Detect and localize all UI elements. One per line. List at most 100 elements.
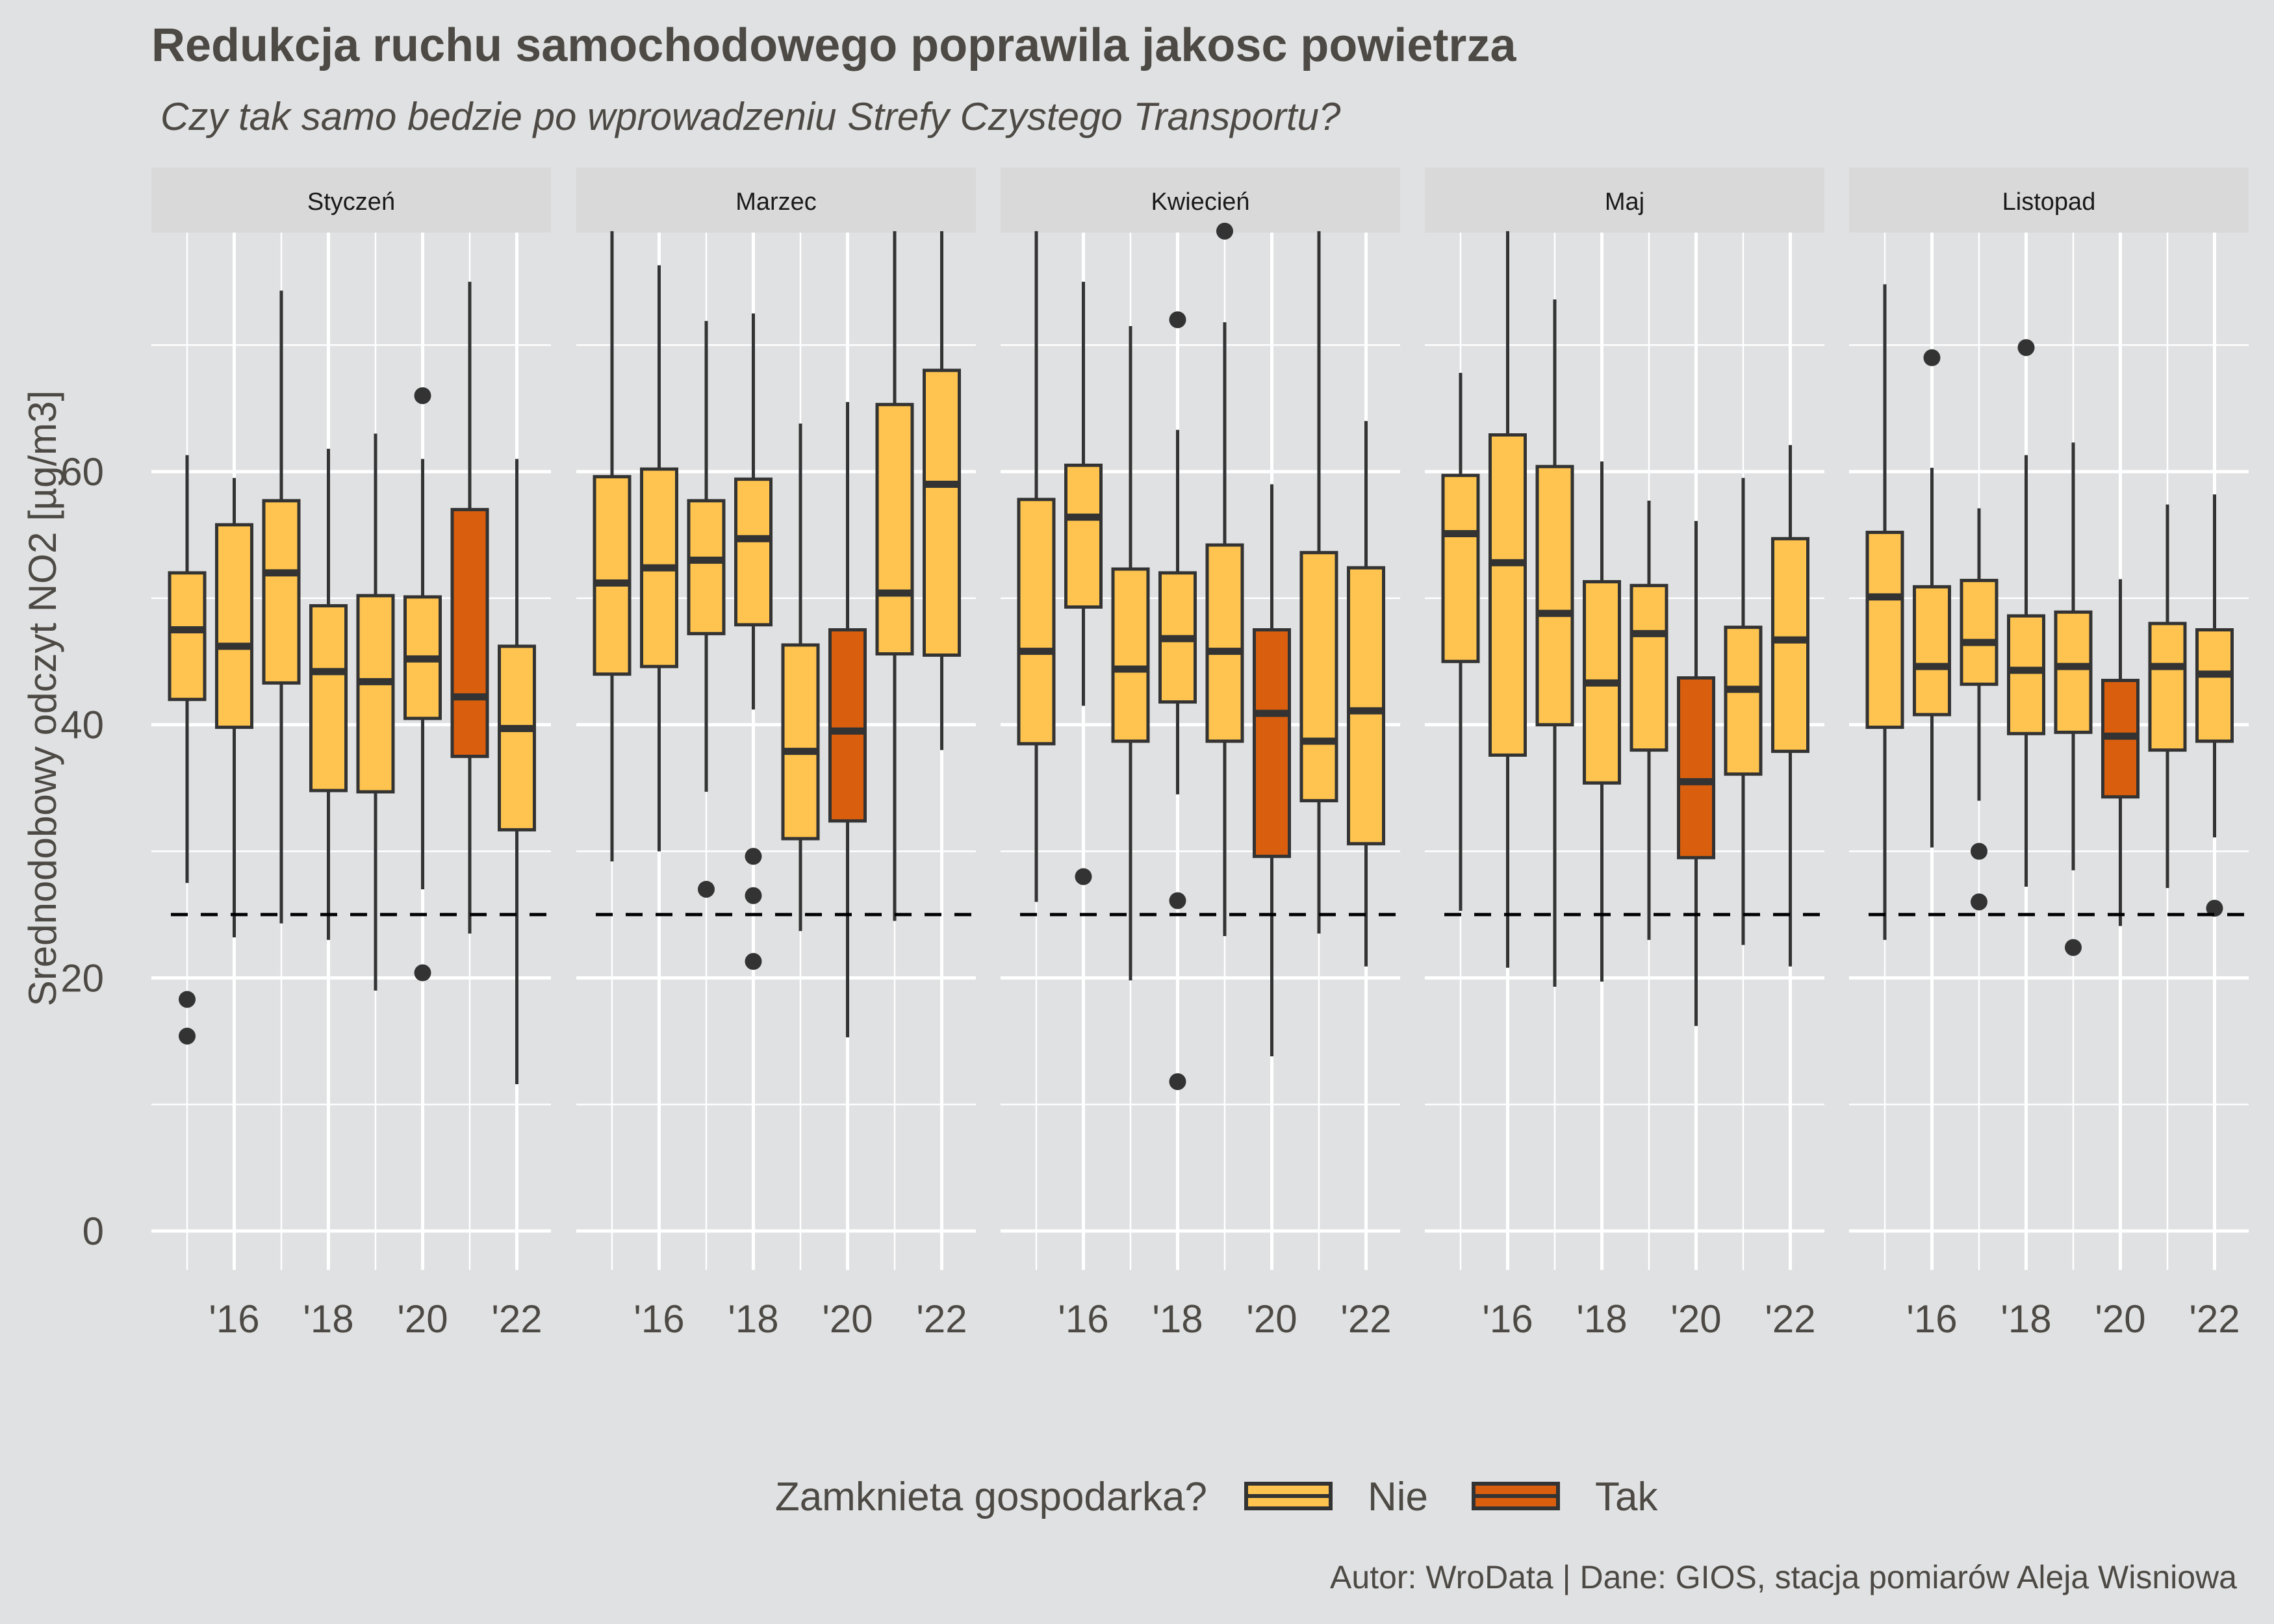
x-tick-label: '18 xyxy=(728,1297,778,1341)
box-2018 xyxy=(734,313,773,971)
legend: Zamknieta gospodarka? Nie Tak xyxy=(775,1475,1659,1519)
x-tick-label: '22 xyxy=(916,1297,967,1341)
outlier-point xyxy=(414,387,431,405)
box-body xyxy=(2007,614,2045,735)
legend-item-nie: Nie xyxy=(1244,1475,1428,1519)
box-2020 xyxy=(1253,484,1291,1057)
outlier-point xyxy=(1971,893,1987,911)
panel-5: Listopad '16 '18 '20 '22 xyxy=(1849,168,2249,1341)
outlier-point xyxy=(2017,339,2035,357)
outlier-point xyxy=(1216,222,1233,240)
box-body xyxy=(1017,498,1056,746)
x-tick-label: '18 xyxy=(1152,1297,1203,1341)
legend-label-nie: Nie xyxy=(1368,1475,1428,1519)
box-body xyxy=(1205,543,1244,743)
box-body xyxy=(593,475,632,676)
box-2016 xyxy=(1064,281,1103,885)
x-tick-label: '20 xyxy=(397,1297,448,1341)
panel-4: Maj '16 '18 '20 '22 xyxy=(1425,168,1824,1341)
box-body xyxy=(875,403,914,656)
outlier-point xyxy=(698,880,715,898)
box-2017 xyxy=(687,321,726,898)
box-2018 xyxy=(1583,461,1621,982)
outlier-point xyxy=(1923,349,1941,366)
y-tick-label: 40 xyxy=(60,704,104,747)
chart-title: Redukcja ruchu samochodowego poprawila j… xyxy=(151,19,1516,71)
box-body xyxy=(498,644,536,831)
box-2019 xyxy=(2054,442,2093,956)
box-body xyxy=(1253,628,1291,858)
box-2015 xyxy=(1017,231,1056,902)
outlier-point xyxy=(1169,311,1186,329)
panel-strip-label: Listopad xyxy=(2002,188,2096,216)
box-2018 xyxy=(2007,339,2045,887)
box-2020 xyxy=(1677,520,1715,1026)
x-tick-label: '22 xyxy=(2189,1297,2240,1341)
box-2017 xyxy=(1535,299,1574,987)
box-2020 xyxy=(2101,579,2140,926)
box-2021 xyxy=(875,231,914,921)
y-tick-label: 20 xyxy=(60,956,104,1000)
y-tick-label: 60 xyxy=(60,450,104,494)
box-2017 xyxy=(262,290,301,924)
outlier-point xyxy=(1169,892,1186,909)
y-axis-ticks: 0 20 40 60 xyxy=(60,450,104,1253)
panel-strip-label: Maj xyxy=(1605,188,1644,216)
x-tick-label: '18 xyxy=(1576,1297,1627,1341)
box-2018 xyxy=(1158,311,1197,1091)
legend-label-tak: Tak xyxy=(1595,1475,1658,1519)
box-body xyxy=(828,628,867,823)
box-body xyxy=(781,643,820,841)
outlier-point xyxy=(1169,1073,1186,1091)
chart-caption: Autor: WroData | Dane: GIOS, stacja pomi… xyxy=(1330,1559,2237,1595)
outlier-point xyxy=(179,1027,196,1045)
box-2017 xyxy=(1111,325,1150,981)
box-2022 xyxy=(498,459,536,1084)
box-2019 xyxy=(781,423,820,932)
box-2021 xyxy=(1299,231,1338,934)
box-body xyxy=(1488,433,1527,757)
x-tick-label: '16 xyxy=(209,1297,259,1341)
box-2021 xyxy=(450,281,489,934)
box-body xyxy=(1724,626,1763,776)
box-body xyxy=(687,499,726,635)
box-body xyxy=(1629,583,1668,752)
outlier-point xyxy=(414,964,431,982)
x-tick-label: '20 xyxy=(1670,1297,1721,1341)
box-body xyxy=(2148,622,2187,752)
panel-strip-label: Kwiecień xyxy=(1151,188,1249,216)
box-body xyxy=(1865,531,1904,730)
y-tick-label: 0 xyxy=(83,1210,104,1253)
panel-strip xyxy=(151,168,551,233)
box-body xyxy=(450,507,489,758)
box-body xyxy=(356,594,395,794)
box-body xyxy=(1913,585,1951,717)
box-2020 xyxy=(403,387,442,982)
panel-strip xyxy=(1849,168,2249,233)
box-2015 xyxy=(593,231,632,862)
x-tick-label: '22 xyxy=(1765,1297,1815,1341)
box-2019 xyxy=(1205,222,1244,937)
x-tick-label: '16 xyxy=(1482,1297,1533,1341)
x-tick-label: '16 xyxy=(633,1297,684,1341)
legend-title: Zamknieta gospodarka? xyxy=(775,1475,1207,1519)
y-axis-label: Srednodobowy odczyt NO2 [µg/m3] xyxy=(21,390,64,1006)
panel-strip xyxy=(1001,168,1400,233)
box-body xyxy=(923,368,961,657)
box-body xyxy=(734,477,773,627)
outlier-point xyxy=(745,953,762,971)
outlier-point xyxy=(1075,868,1092,885)
panel-strip xyxy=(1425,168,1824,233)
box-body xyxy=(1441,474,1480,663)
x-tick-label: '18 xyxy=(303,1297,353,1341)
x-tick-label: '22 xyxy=(491,1297,542,1341)
chart-subtitle: Czy tak samo bedzie po wprowadzeniu Stre… xyxy=(160,95,1341,138)
box-body xyxy=(2195,628,2234,743)
box-body xyxy=(1960,579,1999,686)
x-tick-label: '20 xyxy=(2095,1297,2145,1341)
box-2022 xyxy=(2195,494,2234,917)
box-body xyxy=(2054,610,2093,734)
box-2021 xyxy=(1724,477,1763,945)
box-2021 xyxy=(2148,504,2187,889)
